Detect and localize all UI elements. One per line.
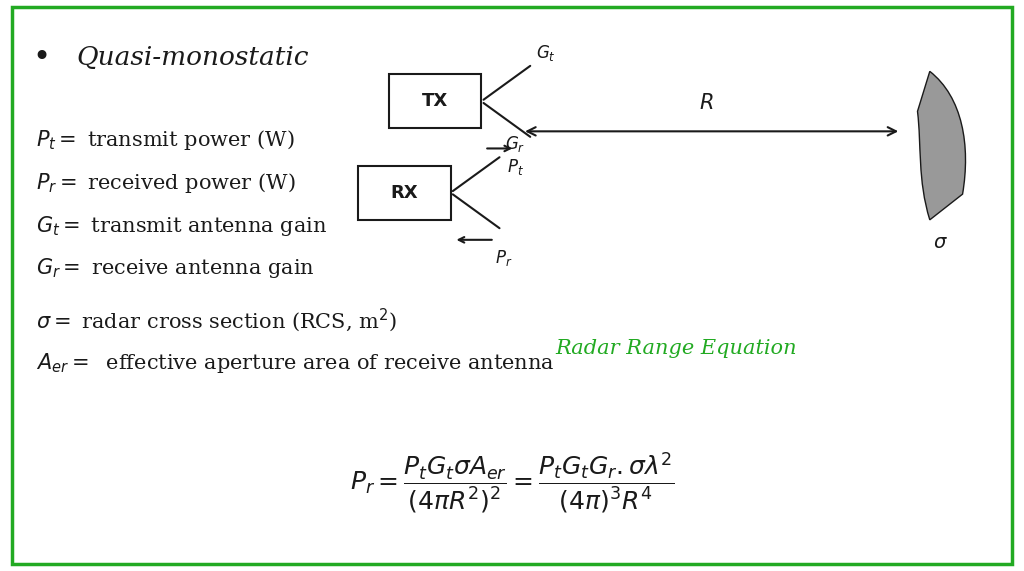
PathPatch shape <box>918 71 966 220</box>
Text: $P_t$: $P_t$ <box>507 157 523 177</box>
Text: $P_r = \dfrac{P_t G_t \sigma A_{er}}{(4\pi R^2)^2} = \dfrac{P_t G_t G_r{.}\sigma: $P_r = \dfrac{P_t G_t \sigma A_{er}}{(4\… <box>349 450 675 515</box>
Text: $P_r = $ received power (W): $P_r = $ received power (W) <box>36 171 295 195</box>
Text: TX: TX <box>422 93 449 110</box>
Text: $\sigma = $ radar cross section (RCS, m$^2$): $\sigma = $ radar cross section (RCS, m$… <box>36 306 396 333</box>
Text: $G_t = $ transmit antenna gain: $G_t = $ transmit antenna gain <box>36 214 327 238</box>
FancyBboxPatch shape <box>389 74 481 128</box>
Text: Radar Range Equation: Radar Range Equation <box>555 339 797 358</box>
Text: $A_{er} = $  effective aperture area of receive antenna: $A_{er} = $ effective aperture area of r… <box>36 351 554 375</box>
Text: Quasi-monostatic: Quasi-monostatic <box>77 45 309 70</box>
Text: RX: RX <box>391 184 418 202</box>
Text: $G_t$: $G_t$ <box>536 42 555 62</box>
Text: $\sigma$: $\sigma$ <box>933 234 947 252</box>
Text: $G_r$: $G_r$ <box>505 134 525 154</box>
FancyBboxPatch shape <box>358 166 451 220</box>
Text: •: • <box>33 43 51 71</box>
Text: $P_r$: $P_r$ <box>495 248 512 268</box>
Text: $P_t = $ transmit power (W): $P_t = $ transmit power (W) <box>36 128 294 152</box>
Text: $G_r = $ receive antenna gain: $G_r = $ receive antenna gain <box>36 256 314 280</box>
Text: $R$: $R$ <box>699 93 714 113</box>
